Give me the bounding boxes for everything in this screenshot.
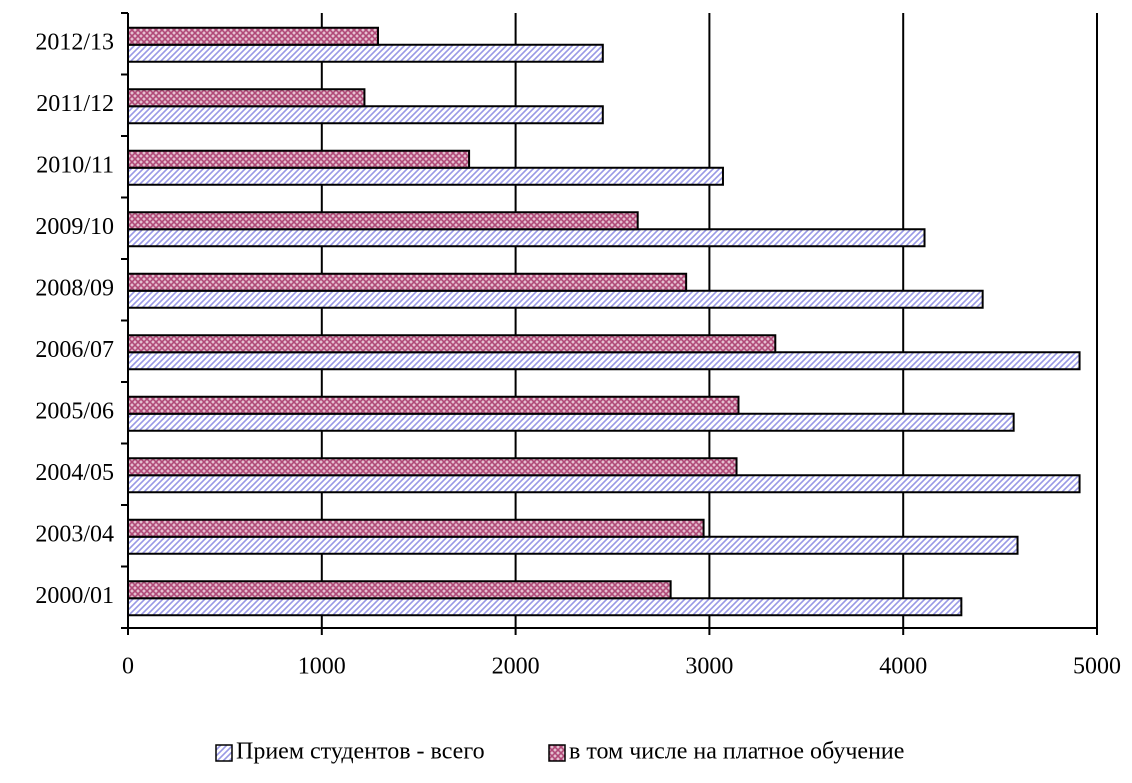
- x-tick-label: 4000: [879, 654, 927, 680]
- y-tick-label: 2005/06: [35, 398, 114, 424]
- bar: [127, 149, 471, 169]
- bar: [127, 580, 672, 600]
- bar: [127, 395, 740, 415]
- x-tick-label: 0: [122, 654, 134, 680]
- legend-swatch: [548, 744, 566, 762]
- bar: [127, 474, 1081, 494]
- y-tick-label: 2009/10: [35, 214, 114, 240]
- bar: [127, 105, 604, 125]
- bar: [127, 457, 738, 477]
- x-tick-label: 3000: [685, 654, 733, 680]
- legend-label: Прием студентов - всего: [236, 739, 485, 765]
- x-tick-label: 5000: [1073, 654, 1121, 680]
- bar: [127, 412, 1015, 432]
- y-tick-label: 2008/09: [35, 275, 114, 301]
- legend-swatch: [215, 744, 233, 762]
- bar: [127, 351, 1081, 371]
- legend-label: в том числе на платное обучение: [569, 739, 904, 765]
- y-tick-label: 2006/07: [35, 337, 114, 363]
- y-tick-label: 2000/01: [35, 583, 114, 609]
- bar: [127, 166, 724, 186]
- y-tick-label: 2011/12: [36, 91, 114, 117]
- bar: [127, 228, 926, 248]
- bar: [127, 334, 777, 354]
- y-tick-label: 2010/11: [36, 152, 114, 178]
- bar: [127, 535, 1019, 555]
- bar: [127, 43, 604, 63]
- bar: [127, 518, 705, 538]
- bar: [127, 289, 984, 309]
- bar: [127, 597, 963, 617]
- y-tick-label: 2003/04: [35, 521, 114, 547]
- bar: [127, 211, 639, 231]
- bar: [127, 26, 380, 46]
- bar: [127, 272, 688, 292]
- y-tick-label: 2004/05: [35, 460, 114, 486]
- x-tick-label: 1000: [298, 654, 346, 680]
- x-tick-label: 2000: [492, 654, 540, 680]
- y-tick-label: 2012/13: [35, 29, 114, 55]
- bar: [127, 88, 366, 108]
